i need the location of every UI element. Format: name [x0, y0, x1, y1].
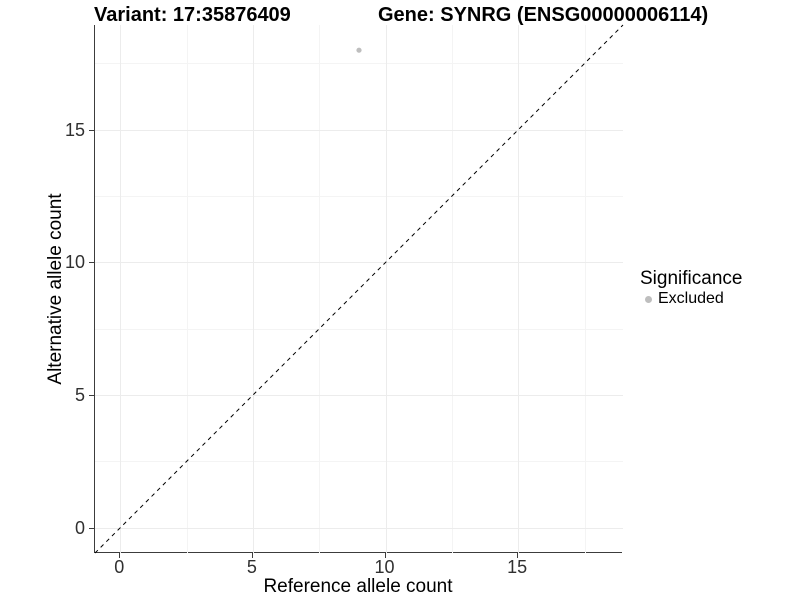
y-tick-label: 5	[74, 385, 85, 406]
gridline-x-major	[252, 25, 254, 553]
gridline-y-minor	[95, 461, 623, 463]
x-tick-label: 10	[374, 557, 395, 577]
legend-item-excluded: Excluded	[640, 290, 742, 308]
plot-panel	[94, 24, 624, 554]
gridline-x-minor	[451, 25, 453, 553]
x-tick-mark	[517, 553, 519, 558]
gridline-y-major	[95, 129, 623, 131]
x-tick-label: 0	[114, 557, 125, 577]
y-tick-label: 0	[74, 517, 85, 538]
x-tick-label: 15	[507, 557, 528, 577]
x-axis-title: Reference allele count	[263, 576, 453, 597]
gridline-y-major	[95, 527, 623, 529]
y-tick-mark	[89, 395, 94, 397]
x-tick-mark	[251, 553, 253, 558]
legend-key	[640, 291, 657, 308]
y-tick-mark	[89, 262, 94, 264]
y-tick-mark	[89, 527, 94, 529]
y-tick-label: 15	[64, 119, 85, 140]
gridline-y-major	[95, 395, 623, 397]
y-tick-mark	[89, 129, 94, 131]
gridline-y-minor	[95, 63, 623, 65]
legend: Significance Excluded	[640, 269, 742, 308]
gridline-x-major	[385, 25, 387, 553]
excluded-point-icon	[645, 295, 652, 303]
gridline-x-major	[120, 25, 122, 553]
gridline-y-major	[95, 262, 623, 264]
data-point	[356, 47, 362, 53]
plot-title-gene: Gene: SYNRG (ENSG00000006114)	[378, 4, 709, 26]
legend-item-label: Excluded	[658, 290, 724, 307]
gridline-x-minor	[186, 25, 188, 553]
data-layer	[94, 24, 624, 554]
identity-line	[94, 24, 624, 554]
y-tick-label: 10	[64, 252, 85, 273]
gridline-x-minor	[584, 25, 586, 553]
x-tick-label: 5	[246, 557, 257, 577]
gridline-x-major	[518, 25, 520, 553]
x-tick-mark	[119, 553, 121, 558]
gridline-x-minor	[319, 25, 321, 553]
x-tick-mark	[384, 553, 386, 558]
legend-title: Significance	[640, 268, 743, 289]
plot-title-variant: Variant: 17:35876409	[94, 4, 291, 26]
gridline-y-minor	[95, 196, 623, 198]
gridline-y-minor	[95, 328, 623, 330]
